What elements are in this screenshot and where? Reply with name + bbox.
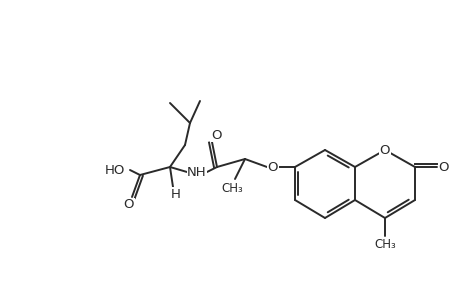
Text: CH₃: CH₃ (221, 182, 242, 194)
Text: HO: HO (105, 164, 125, 176)
Text: O: O (438, 160, 448, 173)
Text: O: O (379, 143, 389, 157)
Text: O: O (211, 128, 222, 142)
Text: H: H (171, 188, 180, 200)
Text: NH: NH (187, 166, 207, 178)
Text: CH₃: CH₃ (373, 238, 395, 250)
Text: O: O (123, 199, 134, 212)
Text: O: O (267, 160, 278, 173)
